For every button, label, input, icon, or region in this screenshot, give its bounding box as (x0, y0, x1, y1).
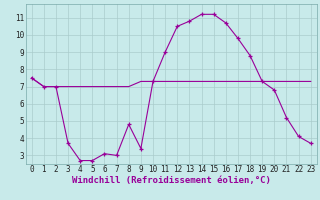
X-axis label: Windchill (Refroidissement éolien,°C): Windchill (Refroidissement éolien,°C) (72, 176, 271, 185)
